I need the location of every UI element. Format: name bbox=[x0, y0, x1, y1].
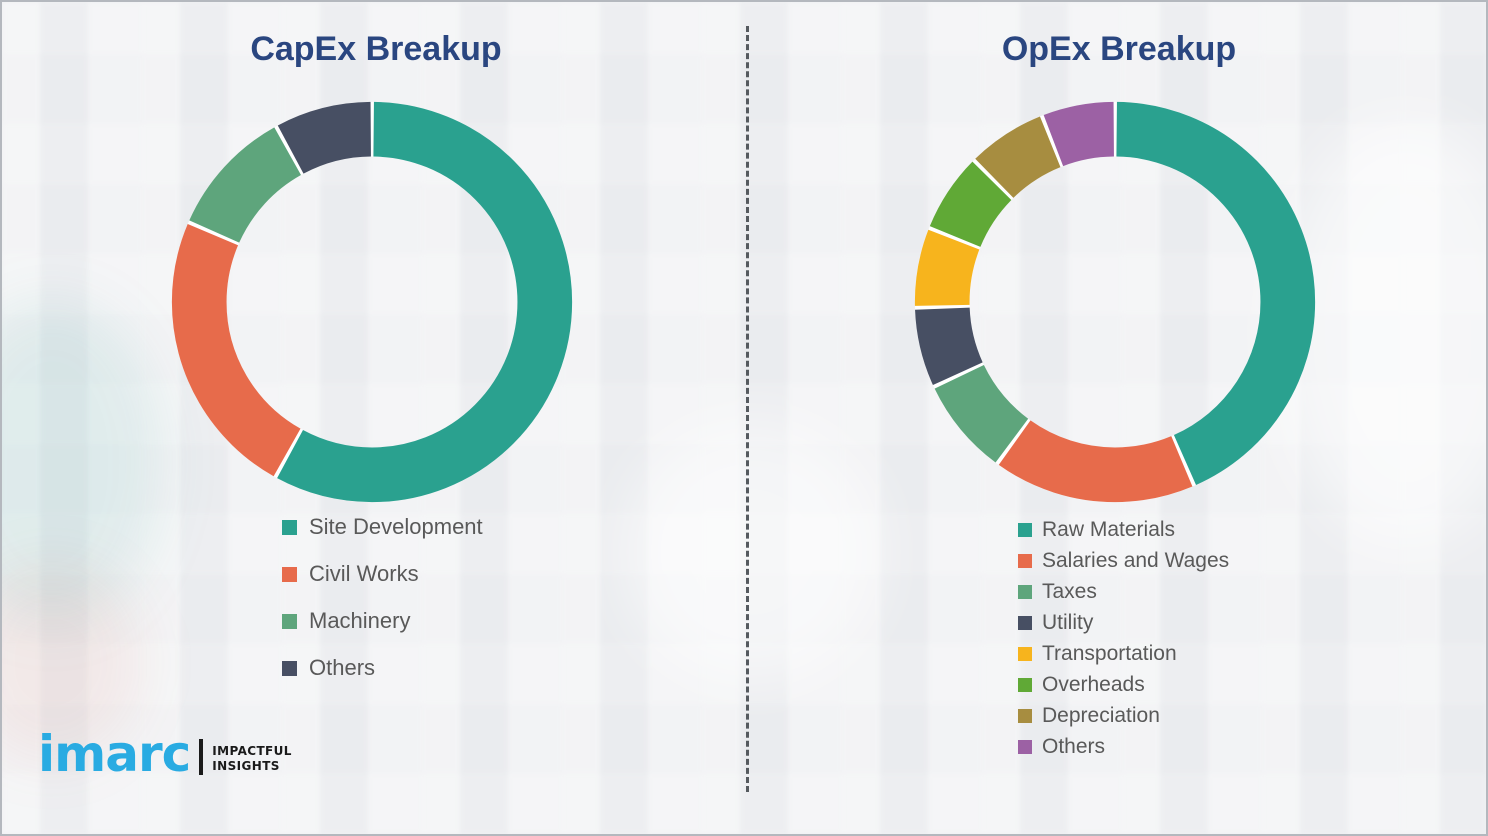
background-blur-shape bbox=[622, 422, 882, 682]
legend-item-civil-works: Civil Works bbox=[282, 561, 483, 587]
legend-label: Others bbox=[309, 655, 376, 680]
opex-donut-chart bbox=[910, 97, 1320, 507]
background-blur-shape bbox=[2, 562, 142, 762]
legend-label: Civil Works bbox=[309, 561, 419, 586]
legend-color-swatch bbox=[282, 660, 297, 676]
donut-segment-civil-works bbox=[171, 101, 573, 503]
opex-legend: Raw Materials Salaries and Wages Taxes Util… bbox=[1018, 518, 1229, 766]
legend-item-taxes: Taxes bbox=[1018, 580, 1229, 604]
legend-label: Others bbox=[1042, 735, 1106, 758]
donut-segment-raw-materials bbox=[914, 101, 1316, 503]
donut-segment-site-development bbox=[171, 101, 573, 503]
legend-item-depreciation: Depreciation bbox=[1018, 704, 1229, 728]
legend-label: Utility bbox=[1042, 611, 1094, 634]
legend-color-swatch bbox=[1018, 585, 1032, 599]
legend-item-salaries-and-wages: Salaries and Wages bbox=[1018, 549, 1229, 573]
legend-color-swatch bbox=[282, 566, 297, 582]
capex-donut-chart bbox=[167, 97, 577, 507]
legend-item-utility: Utility bbox=[1018, 611, 1229, 635]
legend-color-swatch bbox=[282, 613, 297, 629]
logo-tagline-line1: IMPACTFUL bbox=[212, 744, 292, 758]
legend-item-overheads: Overheads bbox=[1018, 673, 1229, 697]
capex-legend: Site Development Civil Works Machinery Othe… bbox=[282, 514, 483, 702]
donut-segment-salaries-and-wages bbox=[914, 101, 1316, 503]
legend-color-swatch bbox=[1018, 678, 1032, 692]
legend-item-raw-materials: Raw Materials bbox=[1018, 518, 1229, 542]
logo-tagline: IMPACTFUL INSIGHTS bbox=[212, 744, 292, 777]
legend-label: Taxes bbox=[1042, 580, 1097, 603]
dashed-divider-line bbox=[746, 26, 749, 792]
legend-label: Machinery bbox=[309, 608, 411, 633]
legend-color-swatch bbox=[1018, 647, 1032, 661]
legend-label: Raw Materials bbox=[1042, 518, 1176, 541]
legend-color-swatch bbox=[1018, 740, 1032, 754]
legend-label: Site Development bbox=[309, 514, 483, 539]
legend-label: Salaries and Wages bbox=[1042, 549, 1230, 572]
logo-tagline-line2: INSIGHTS bbox=[212, 759, 280, 773]
capex-chart-title: CapEx Breakup bbox=[250, 30, 502, 68]
legend-label: Overheads bbox=[1042, 673, 1145, 696]
legend-color-swatch bbox=[1018, 709, 1032, 723]
logo-divider-bar bbox=[199, 739, 204, 775]
legend-label: Depreciation bbox=[1042, 704, 1160, 727]
legend-item-machinery: Machinery bbox=[282, 608, 483, 634]
legend-item-site-development: Site Development bbox=[282, 514, 483, 540]
legend-label: Transportation bbox=[1042, 642, 1177, 665]
legend-color-swatch bbox=[1018, 616, 1032, 630]
legend-item-others: Others bbox=[1018, 735, 1229, 759]
opex-chart-title: OpEx Breakup bbox=[1001, 30, 1237, 68]
imarc-logo: imarc IMPACTFUL INSIGHTS bbox=[38, 725, 292, 783]
legend-color-swatch bbox=[1018, 523, 1032, 537]
donut-segment-transportation bbox=[914, 101, 1316, 503]
imarc-wordmark: imarc bbox=[38, 725, 191, 783]
legend-color-swatch bbox=[282, 519, 297, 535]
legend-item-transportation: Transportation bbox=[1018, 642, 1229, 666]
legend-color-swatch bbox=[1018, 554, 1032, 568]
legend-item-others: Others bbox=[282, 655, 483, 681]
